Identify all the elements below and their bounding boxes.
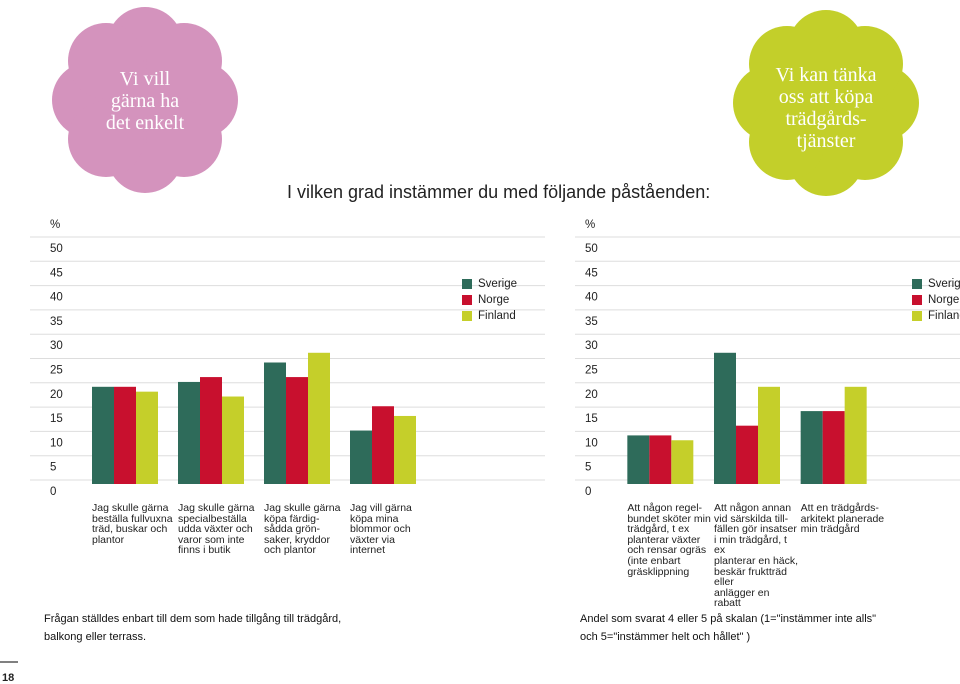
y-tick-label: 15 (585, 413, 598, 425)
legend-swatch (912, 311, 922, 321)
page-number: 18 (2, 672, 14, 684)
bar (264, 362, 286, 484)
legend-label: Finland (478, 310, 516, 322)
y-tick-label: 0 (50, 486, 56, 498)
bar (222, 396, 244, 484)
y-tick-label: 10 (585, 437, 598, 449)
y-tick-label: 50 (50, 243, 63, 255)
x-tick-label: Att någon annan vid särskilda till- fäll… (714, 502, 799, 610)
bar (136, 391, 158, 484)
bar (714, 352, 736, 484)
bar (844, 386, 867, 484)
legend-swatch (912, 295, 922, 305)
bar (758, 386, 780, 484)
bar (394, 415, 416, 484)
footnote-left: Frågan ställdes enbart till dem som hade… (44, 613, 342, 643)
legend-label: Norge (478, 294, 509, 306)
y-tick-label: 35 (50, 316, 63, 328)
bar (671, 440, 694, 484)
footnote-right: Andel som svarat 4 eller 5 på skalan (1=… (580, 613, 877, 643)
bar (822, 411, 845, 484)
y-tick-label: 15 (50, 413, 63, 425)
x-tick-label: Att någon regel- bundet sköter min trädg… (627, 502, 711, 578)
y-tick-label: 45 (585, 267, 598, 279)
legend-label: Sverige (478, 278, 517, 290)
bar (92, 386, 114, 484)
legend-label: Sverige (928, 278, 960, 290)
y-tick-label: 0 (585, 486, 591, 498)
legend-label: Norge (928, 294, 959, 306)
bar (736, 425, 758, 484)
bar (372, 406, 394, 484)
y-axis-label: % (585, 219, 595, 231)
y-tick-label: 30 (50, 340, 63, 352)
legend-swatch (462, 295, 472, 305)
bar (800, 411, 823, 484)
y-tick-label: 10 (50, 437, 63, 449)
y-tick-label: 50 (585, 243, 598, 255)
bar (200, 377, 222, 484)
legend-swatch (462, 311, 472, 321)
y-tick-label: 5 (585, 462, 591, 474)
bar (178, 381, 200, 484)
y-tick-label: 35 (585, 316, 598, 328)
x-tick-label: Jag vill gärna köpa mina blommor och väx… (350, 502, 412, 557)
flower-left-shape (52, 7, 238, 193)
bar (627, 435, 650, 484)
y-tick-label: 20 (50, 389, 63, 401)
y-tick-label: 40 (585, 292, 598, 304)
bar (350, 430, 372, 484)
bar (649, 435, 672, 484)
flower-right-text: Vi kan tänka oss att köpa trädgårds- tjä… (775, 64, 877, 152)
y-tick-label: 40 (50, 292, 63, 304)
legend-label: Finland (928, 310, 960, 322)
x-tick-label: Jag skulle gärna specialbeställa udda vä… (178, 502, 255, 557)
y-tick-label: 5 (50, 462, 56, 474)
question: I vilken grad instämmer du med följande … (287, 182, 710, 202)
x-tick-label: Jag skulle gärna beställa fullvuxna träd… (92, 502, 173, 546)
x-tick-label: Att en trädgårds- arkitekt planerade min… (800, 502, 885, 536)
flower-left-text: Vi vill gärna ha det enkelt (105, 68, 185, 134)
y-tick-label: 25 (50, 365, 63, 377)
bar (286, 377, 308, 484)
bar (308, 352, 330, 484)
legend-swatch (912, 279, 922, 289)
x-tick-label: Jag skulle gärna köpa färdig- sådda grön… (264, 502, 341, 557)
y-tick-label: 25 (585, 365, 598, 377)
flower-right-shape (733, 10, 919, 196)
y-tick-label: 45 (50, 267, 63, 279)
y-tick-label: 20 (585, 389, 598, 401)
bar (114, 386, 136, 484)
legend-swatch (462, 279, 472, 289)
y-tick-label: 30 (585, 340, 598, 352)
y-axis-label: % (50, 219, 60, 231)
